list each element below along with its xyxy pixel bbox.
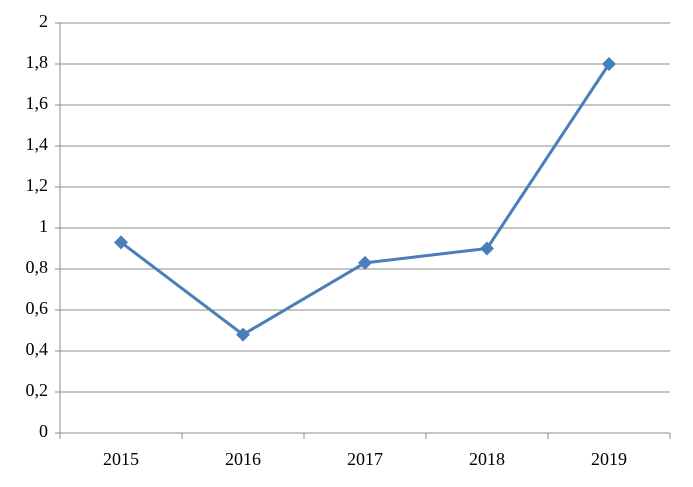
data-marker xyxy=(236,327,250,342)
y-tick-label: 0,8 xyxy=(26,257,49,277)
y-tick-label: 1,8 xyxy=(26,52,49,72)
y-tick-label: 0,6 xyxy=(26,298,49,318)
data-marker xyxy=(480,241,494,256)
y-tick-label: 1,6 xyxy=(26,93,49,113)
y-tick-label: 0 xyxy=(39,421,48,441)
data-marker xyxy=(114,235,128,250)
y-tick-label: 1,2 xyxy=(26,175,49,195)
x-tick-label: 2019 xyxy=(591,449,627,469)
x-tick-label: 2016 xyxy=(225,449,261,469)
y-tick-label: 1 xyxy=(39,216,48,236)
y-tick-label: 1,4 xyxy=(26,134,49,154)
y-tick-label: 2 xyxy=(39,11,48,31)
data-marker xyxy=(602,57,616,71)
y-tick-label: 0,4 xyxy=(26,339,49,359)
data-marker xyxy=(358,255,372,270)
x-tick-label: 2017 xyxy=(347,449,383,469)
x-tick-label: 2015 xyxy=(103,449,139,469)
y-tick-label: 0,2 xyxy=(26,380,49,400)
x-tick-label: 2018 xyxy=(469,449,505,469)
